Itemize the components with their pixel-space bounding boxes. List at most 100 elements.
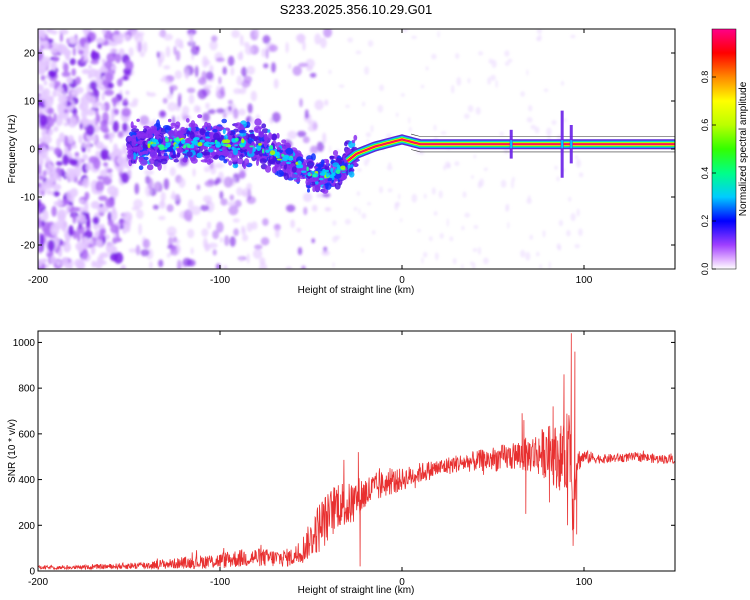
band-blob <box>320 159 325 166</box>
noise-blob <box>51 205 57 217</box>
noise-blob <box>200 204 210 212</box>
noise-blob <box>234 199 242 208</box>
noise-blob <box>103 162 108 167</box>
noise-blob <box>74 152 80 157</box>
ridge-highlight <box>256 146 262 152</box>
noise-blob <box>202 112 210 122</box>
noise-blob <box>190 247 194 255</box>
noise-blob <box>109 41 118 47</box>
noise-blob <box>236 75 243 86</box>
noise-blob <box>94 260 103 269</box>
noise-blob <box>227 201 237 207</box>
noise-blob <box>38 245 43 253</box>
noise-blob <box>347 37 354 43</box>
noise-blob <box>158 31 165 37</box>
noise-blob <box>143 41 148 54</box>
ridge-highlight <box>281 153 285 157</box>
band-blob <box>250 133 255 140</box>
noise-blob <box>56 161 63 166</box>
noise-blob <box>211 35 218 42</box>
band-blob <box>310 153 316 161</box>
noise-blob <box>143 238 151 249</box>
noise-blob <box>123 155 127 164</box>
noise-blob <box>158 201 166 209</box>
noise-blob <box>116 78 123 87</box>
noise-blob <box>56 137 61 148</box>
ridge-highlight <box>234 144 239 147</box>
noise-blob <box>91 260 96 268</box>
noise-blob <box>169 166 176 177</box>
band-blob <box>170 122 177 127</box>
ridge-highlight <box>269 145 274 150</box>
noise-blob <box>240 225 246 233</box>
noise-blob <box>370 124 374 133</box>
noise-blob <box>244 45 254 55</box>
ridge-highlight <box>197 142 203 147</box>
band-blob <box>274 163 283 171</box>
noise-blob <box>101 29 107 35</box>
noise-blob <box>254 244 263 250</box>
band-blob <box>136 118 140 123</box>
band-blob <box>281 161 286 166</box>
noise-blob <box>408 126 412 133</box>
noise-blob <box>42 209 49 222</box>
noise-blob <box>296 130 307 138</box>
noise-blob <box>227 55 235 67</box>
noise-blob <box>452 258 457 265</box>
ridge-highlight <box>231 146 235 150</box>
noise-blob <box>112 237 118 245</box>
noise-blob <box>76 225 85 234</box>
noise-blob <box>433 211 438 216</box>
noise-blob <box>239 34 244 46</box>
noise-blob <box>183 209 193 222</box>
noise-blob <box>188 94 195 105</box>
noise-blob <box>88 156 99 164</box>
noise-blob <box>395 112 399 118</box>
noise-blob <box>302 192 313 202</box>
noise-blob <box>298 62 309 68</box>
noise-blob <box>309 145 319 154</box>
noise-blob <box>451 84 455 94</box>
noise-blob <box>95 109 99 118</box>
band-blob <box>353 134 358 141</box>
noise-blob <box>332 261 335 268</box>
noise-blob <box>464 113 470 119</box>
ridge-highlight <box>306 166 309 172</box>
noise-blob <box>203 59 211 66</box>
noise-blob <box>98 223 105 229</box>
band-blob <box>338 159 343 165</box>
band-blob <box>264 165 272 173</box>
noise-blob <box>65 53 71 61</box>
band-blob <box>182 157 188 163</box>
noise-blob <box>66 190 72 201</box>
noise-blob <box>101 58 106 64</box>
band-blob <box>232 147 238 156</box>
noise-blob <box>128 248 138 253</box>
noise-blob <box>167 101 177 112</box>
spectrogram-y-tick-label: 0 <box>29 145 35 156</box>
band-blob <box>138 165 144 171</box>
spectrogram-marks <box>38 29 675 269</box>
noise-blob <box>250 90 257 102</box>
noise-blob <box>44 40 49 50</box>
noise-blob <box>222 112 227 119</box>
band-blob <box>167 118 172 123</box>
snr-y-tick-label: 600 <box>18 429 35 440</box>
noise-blob <box>295 33 306 43</box>
ridge-highlight <box>326 173 329 178</box>
noise-blob <box>69 188 79 198</box>
band-blob <box>247 138 253 144</box>
noise-blob <box>52 183 62 191</box>
noise-blob <box>230 66 235 76</box>
band-blob <box>228 160 233 166</box>
noise-blob <box>420 84 425 89</box>
noise-blob <box>461 225 465 231</box>
ridge-highlight <box>172 146 177 150</box>
noise-blob <box>504 50 510 57</box>
noise-blob <box>84 200 89 213</box>
band-blob <box>131 128 140 133</box>
ridge-highlight <box>164 145 169 148</box>
noise-blob <box>246 222 253 233</box>
band-blob <box>146 164 154 171</box>
noise-blob <box>144 169 154 176</box>
